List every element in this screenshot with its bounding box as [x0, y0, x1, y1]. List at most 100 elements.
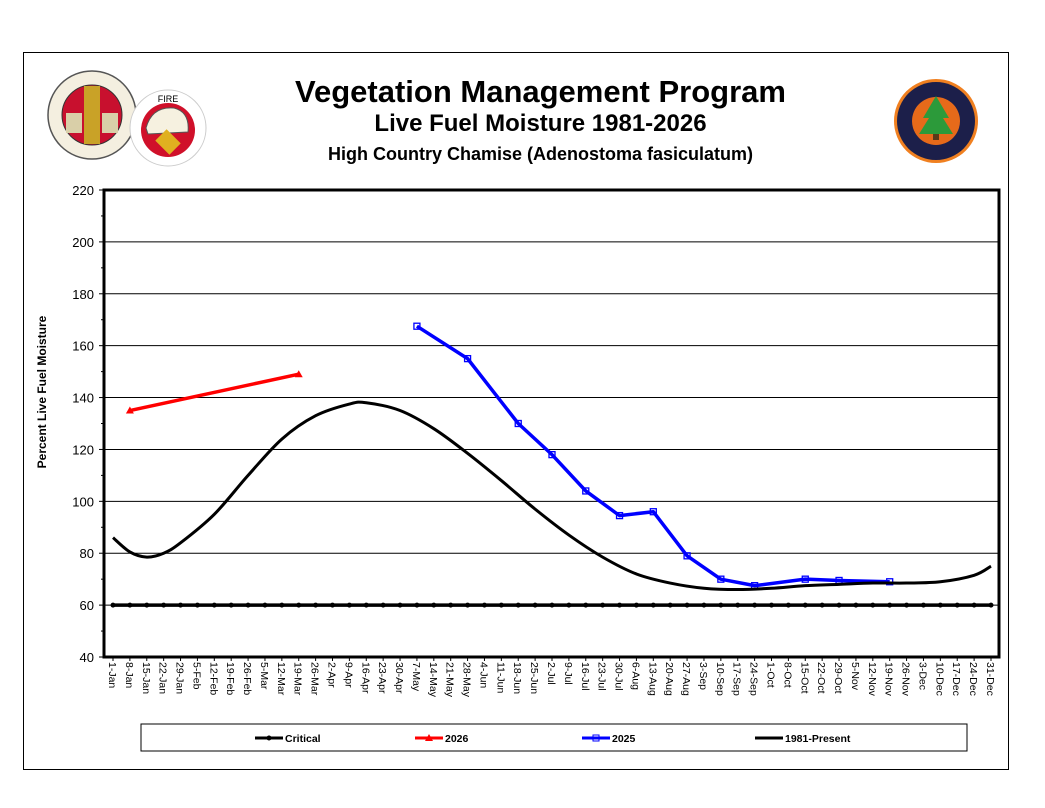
- data-point-critical: [802, 602, 808, 608]
- data-point-2025: [615, 511, 624, 520]
- data-point-critical: [937, 602, 943, 608]
- x-tick-label: 5-Mar: [258, 662, 270, 690]
- data-point-critical: [684, 602, 690, 608]
- data-point-critical: [346, 602, 352, 608]
- data-point-critical: [313, 602, 319, 608]
- data-point-critical: [211, 602, 217, 608]
- x-tick-label: 7-May: [410, 662, 422, 692]
- data-point-2025: [649, 508, 657, 516]
- x-tick-label: 3-Sep: [697, 662, 709, 690]
- data-point-critical: [633, 602, 639, 608]
- data-point-critical: [363, 602, 369, 608]
- legend: [140, 723, 968, 752]
- data-point-critical: [667, 602, 673, 608]
- data-point-critical: [296, 602, 302, 608]
- x-tick-label: 25-Jun: [528, 662, 540, 694]
- data-point-2025: [717, 575, 725, 583]
- x-tick-label: 12-Feb: [207, 662, 219, 695]
- x-tick-label: 24-Dec: [967, 662, 979, 696]
- data-point-critical: [600, 602, 606, 608]
- x-tick-label: 4-Jun: [477, 662, 489, 688]
- y-tick-label: 40: [80, 650, 94, 665]
- x-tick-label: 26-Mar: [309, 662, 321, 696]
- y-tick-label: 80: [80, 546, 94, 561]
- plot-area: [102, 188, 1001, 659]
- series-line-1981-present: [112, 400, 992, 592]
- data-point-critical: [735, 602, 741, 608]
- x-tick-label: 12-Nov: [866, 662, 878, 697]
- x-tick-label: 9-Jul: [562, 662, 574, 685]
- x-tick-label: 22-Jan: [157, 662, 169, 694]
- x-tick-label: 17-Sep: [731, 662, 743, 696]
- y-tick-label: 140: [72, 391, 94, 406]
- data-point-2025: [463, 354, 472, 363]
- legend-label-critical: Critical: [285, 733, 321, 745]
- data-point-critical: [617, 602, 623, 608]
- data-point-2025: [548, 450, 556, 459]
- data-point-critical: [988, 602, 994, 608]
- legend-marker-2025: [592, 734, 600, 742]
- data-point-critical: [127, 602, 133, 608]
- y-tick-label: 60: [80, 598, 94, 613]
- x-tick-label: 13-Aug: [646, 662, 658, 696]
- data-point-critical: [920, 602, 926, 608]
- legend-marker-2026: [425, 734, 433, 741]
- data-point-2026: [125, 406, 134, 414]
- x-tick-label: 30-Apr: [393, 662, 405, 694]
- x-tick-label: 19-Mar: [292, 662, 304, 696]
- x-tick-label: 20-Aug: [663, 662, 675, 696]
- x-tick-label: 23-Jul: [596, 662, 608, 691]
- chart-title: Vegetation Management Program: [295, 74, 786, 109]
- x-tick-label: 30-Jul: [613, 662, 625, 691]
- data-point-critical: [279, 602, 285, 608]
- data-point-critical: [448, 602, 454, 608]
- x-tick-label: 8-Jan: [123, 662, 135, 688]
- data-point-critical: [144, 602, 150, 608]
- chart-frame: [23, 52, 1009, 770]
- x-tick-label: 18-Jun: [511, 662, 523, 694]
- x-tick-label: 14-May: [427, 662, 439, 698]
- data-point-critical: [414, 602, 420, 608]
- y-tick-label: 120: [72, 442, 94, 457]
- data-point-2025: [801, 575, 809, 583]
- x-tick-label: 29-Oct: [832, 662, 844, 694]
- legend-label-1981-present: 1981-Present: [785, 733, 851, 745]
- county-seal-logo: [46, 69, 138, 166]
- species-subtitle: High Country Chamise (Adenostoma fasicul…: [327, 144, 754, 164]
- x-tick-label: 15-Jan: [140, 662, 152, 694]
- data-point-critical: [870, 602, 876, 608]
- x-tick-label: 15-Oct: [798, 662, 810, 694]
- x-tick-label: 5-Feb: [190, 662, 202, 690]
- data-point-2025: [413, 322, 421, 330]
- x-tick-label: 12-Mar: [275, 662, 287, 696]
- x-tick-label: 8-Oct: [781, 662, 793, 688]
- data-point-critical: [397, 602, 403, 608]
- x-tick-label: 1-Oct: [765, 662, 777, 688]
- data-point-critical: [161, 602, 167, 608]
- legend-label-2026: 2026: [445, 733, 469, 745]
- fire-department-logo: FIRE: [128, 84, 208, 177]
- y-tick-label: 100: [72, 494, 94, 509]
- data-point-2025: [582, 487, 590, 495]
- series-line-2025: [415, 324, 890, 588]
- data-point-critical: [498, 602, 504, 608]
- x-tick-label: 16-Apr: [359, 662, 371, 694]
- x-tick-label: 17-Dec: [950, 662, 962, 696]
- x-tick-label: 26-Nov: [900, 662, 912, 697]
- x-tick-label: 10-Sep: [714, 662, 726, 696]
- data-point-critical: [465, 602, 471, 608]
- x-tick-label: 27-Aug: [680, 662, 692, 696]
- svg-text:FIRE: FIRE: [158, 94, 179, 104]
- data-point-critical: [718, 602, 724, 608]
- y-tick-label: 180: [72, 287, 94, 302]
- x-tick-label: 10-Dec: [933, 662, 945, 696]
- data-point-critical: [853, 602, 859, 608]
- x-tick-label: 6-Aug: [629, 662, 641, 690]
- x-tick-label: 23-Apr: [376, 662, 388, 694]
- data-point-critical: [583, 602, 589, 608]
- data-point-critical: [954, 602, 960, 608]
- x-tick-label: 24-Sep: [748, 662, 760, 696]
- x-tick-label: 19-Feb: [224, 662, 236, 695]
- legend-marker-critical: [266, 735, 272, 741]
- data-point-critical: [819, 602, 825, 608]
